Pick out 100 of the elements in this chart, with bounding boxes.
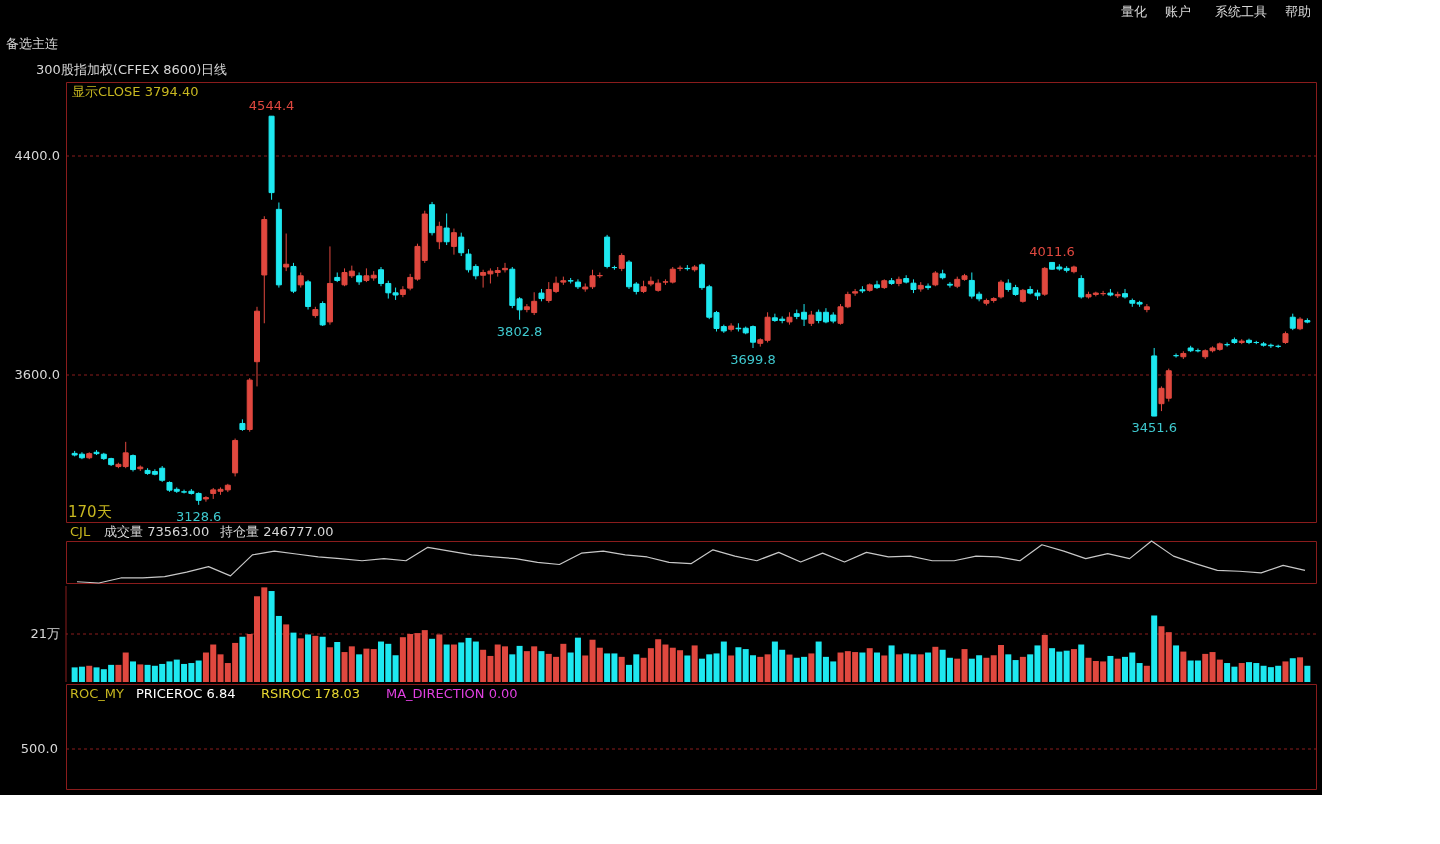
candlestick (538, 288, 545, 302)
bar (1136, 663, 1143, 682)
bar (1070, 649, 1077, 682)
text: ROC_MY (70, 686, 125, 701)
bar (1165, 632, 1172, 682)
bar (954, 658, 961, 682)
bar (370, 649, 377, 682)
annotation: 3451.6 (1131, 420, 1177, 436)
annotation: 170天 (68, 503, 112, 521)
bar (1143, 665, 1150, 682)
candlestick (443, 212, 450, 246)
candlestick (859, 285, 866, 294)
bar (1238, 663, 1245, 682)
chart-title: CJL (70, 524, 91, 539)
bar (881, 655, 888, 682)
bar (450, 644, 457, 682)
candlestick (93, 449, 100, 456)
text: 账户 (1165, 4, 1191, 19)
bar (874, 652, 880, 682)
bar (1005, 654, 1012, 682)
bar (1158, 626, 1165, 682)
bar (1151, 615, 1158, 682)
candlestick (319, 300, 326, 327)
bar (305, 634, 312, 682)
bar (1078, 644, 1085, 682)
bar (983, 657, 990, 682)
candlestick (866, 282, 873, 293)
candlestick (560, 276, 567, 286)
bar (917, 654, 924, 682)
bar (516, 645, 523, 682)
bar (582, 655, 589, 682)
bar (961, 649, 968, 682)
bar (1282, 661, 1289, 682)
bar (458, 642, 465, 682)
bar (334, 642, 341, 682)
bar (429, 638, 436, 682)
text: 量化 (1121, 4, 1147, 19)
bar (786, 654, 793, 682)
bar (1173, 645, 1180, 682)
text: 成交量 73563.00 (104, 524, 210, 539)
candlestick (939, 269, 946, 280)
bar (283, 624, 290, 682)
bar (130, 661, 136, 682)
bar (895, 654, 902, 682)
bar (1012, 660, 1019, 682)
bar (866, 648, 873, 682)
candlestick (436, 221, 443, 250)
bar (728, 655, 735, 682)
bar (509, 654, 516, 682)
bar (735, 647, 742, 682)
bar (319, 636, 326, 682)
bar (239, 636, 246, 682)
candlestick (239, 418, 246, 432)
annotation: 3802.8 (496, 323, 543, 339)
bar (859, 652, 866, 682)
bar (1019, 656, 1026, 682)
chart-title: 300股指加权(CFFEX 8600)日线 (36, 62, 228, 77)
chart-subtitle: 显示CLOSE 3794.40 (72, 84, 199, 99)
candlestick (137, 464, 144, 472)
bar (195, 660, 202, 682)
candlestick (290, 262, 297, 294)
annotation: 4011.6 (1029, 244, 1075, 260)
bar (392, 655, 399, 682)
text: PRICEROC 6.84 (136, 686, 236, 701)
text: 系统工具 (1215, 4, 1267, 19)
text: 备选主连 (6, 36, 58, 51)
annotation: 4544.4 (248, 98, 295, 114)
text: 500.0 (20, 741, 58, 756)
candlestick (640, 280, 647, 294)
bar (1180, 651, 1187, 682)
candlestick (903, 274, 910, 284)
bar (421, 630, 428, 682)
text: MA_DIRECTION 0.00 (386, 686, 518, 701)
bar (312, 635, 319, 682)
bar (326, 647, 333, 682)
text: 帮助 (1285, 4, 1311, 19)
text: RSIROC 178.03 (261, 686, 361, 701)
bar (888, 645, 895, 682)
candlestick (852, 288, 859, 297)
bar (137, 664, 144, 682)
candlestick (888, 277, 895, 286)
bar (443, 644, 450, 682)
candlestick (691, 264, 698, 273)
bar (1202, 653, 1209, 682)
bar (363, 648, 370, 682)
bar (356, 654, 363, 682)
bar (115, 664, 122, 682)
bar (290, 632, 297, 682)
candlestick (932, 270, 939, 287)
annotation: 3699.8 (730, 352, 776, 368)
bar (1041, 634, 1048, 682)
candlestick (1231, 337, 1238, 345)
bar (1289, 658, 1296, 682)
candlestick (202, 495, 209, 503)
bar (1297, 657, 1304, 682)
bar (1114, 658, 1121, 682)
candlestick (1238, 338, 1245, 345)
candlestick (312, 306, 319, 319)
y-tick-label: 21万 (30, 626, 60, 641)
bar (764, 654, 771, 682)
